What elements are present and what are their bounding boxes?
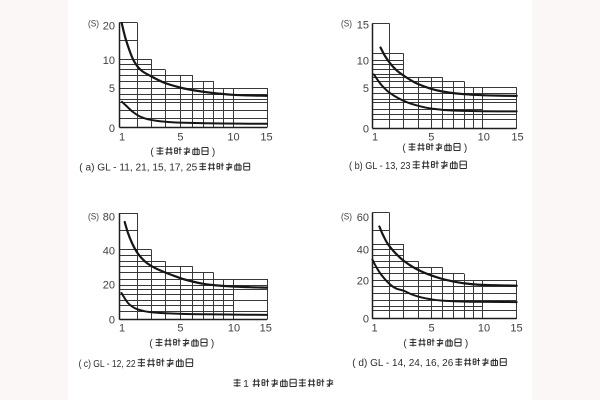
- svg-text:): ): [465, 339, 468, 350]
- svg-text:0: 0: [109, 314, 115, 326]
- svg-text:60: 60: [357, 212, 369, 224]
- svg-text:(: (: [403, 339, 407, 350]
- svg-text:10: 10: [478, 132, 490, 144]
- svg-text:40: 40: [357, 245, 369, 257]
- svg-text:5: 5: [428, 132, 434, 144]
- svg-text:10: 10: [478, 323, 490, 335]
- svg-text:15: 15: [260, 323, 272, 335]
- svg-text:1: 1: [119, 132, 125, 144]
- svg-text:10: 10: [357, 56, 369, 68]
- svg-text:): ): [211, 339, 214, 350]
- svg-text:(S): (S): [88, 212, 99, 223]
- svg-text:1: 1: [372, 132, 378, 144]
- svg-text:(S): (S): [341, 212, 352, 223]
- svg-text:(: (: [402, 143, 406, 154]
- svg-text:0: 0: [109, 123, 115, 135]
- svg-text:1: 1: [243, 379, 249, 390]
- svg-text:1: 1: [119, 323, 125, 335]
- svg-text:10: 10: [228, 323, 240, 335]
- svg-text:0: 0: [363, 124, 369, 136]
- svg-text:(: (: [150, 147, 154, 158]
- svg-text:40: 40: [103, 246, 115, 258]
- svg-text:(: (: [149, 339, 153, 350]
- svg-text:( a) GL - 11, 21, 15, 17, 25: ( a) GL - 11, 21, 15, 17, 25: [79, 163, 197, 174]
- svg-text:(S): (S): [88, 19, 99, 30]
- svg-text:5: 5: [177, 323, 183, 335]
- svg-text:20: 20: [103, 280, 115, 292]
- svg-text:15: 15: [357, 20, 369, 32]
- svg-text:80: 80: [103, 212, 115, 224]
- svg-text:( d) GL - 14, 24, 16, 26: ( d) GL - 14, 24, 16, 26: [352, 358, 453, 369]
- svg-text:(S): (S): [341, 19, 352, 30]
- svg-text:1: 1: [371, 323, 377, 335]
- svg-text:): ): [464, 143, 467, 154]
- svg-text:15: 15: [260, 132, 272, 144]
- svg-text:5: 5: [428, 323, 434, 335]
- svg-text:0: 0: [363, 314, 369, 326]
- svg-text:20: 20: [103, 20, 115, 32]
- svg-text:20: 20: [357, 276, 369, 288]
- svg-text:10: 10: [227, 132, 239, 144]
- svg-text:5: 5: [109, 83, 115, 95]
- svg-text:5: 5: [363, 83, 369, 95]
- svg-text:15: 15: [511, 132, 523, 144]
- svg-text:): ): [212, 147, 215, 158]
- svg-text:10: 10: [103, 55, 115, 67]
- svg-text:( c) GL - 12, 22: ( c) GL - 12, 22: [79, 359, 136, 370]
- svg-text:5: 5: [177, 132, 183, 144]
- svg-text:( b) GL - 13, 23: ( b) GL - 13, 23: [349, 161, 411, 172]
- svg-text:15: 15: [510, 323, 522, 335]
